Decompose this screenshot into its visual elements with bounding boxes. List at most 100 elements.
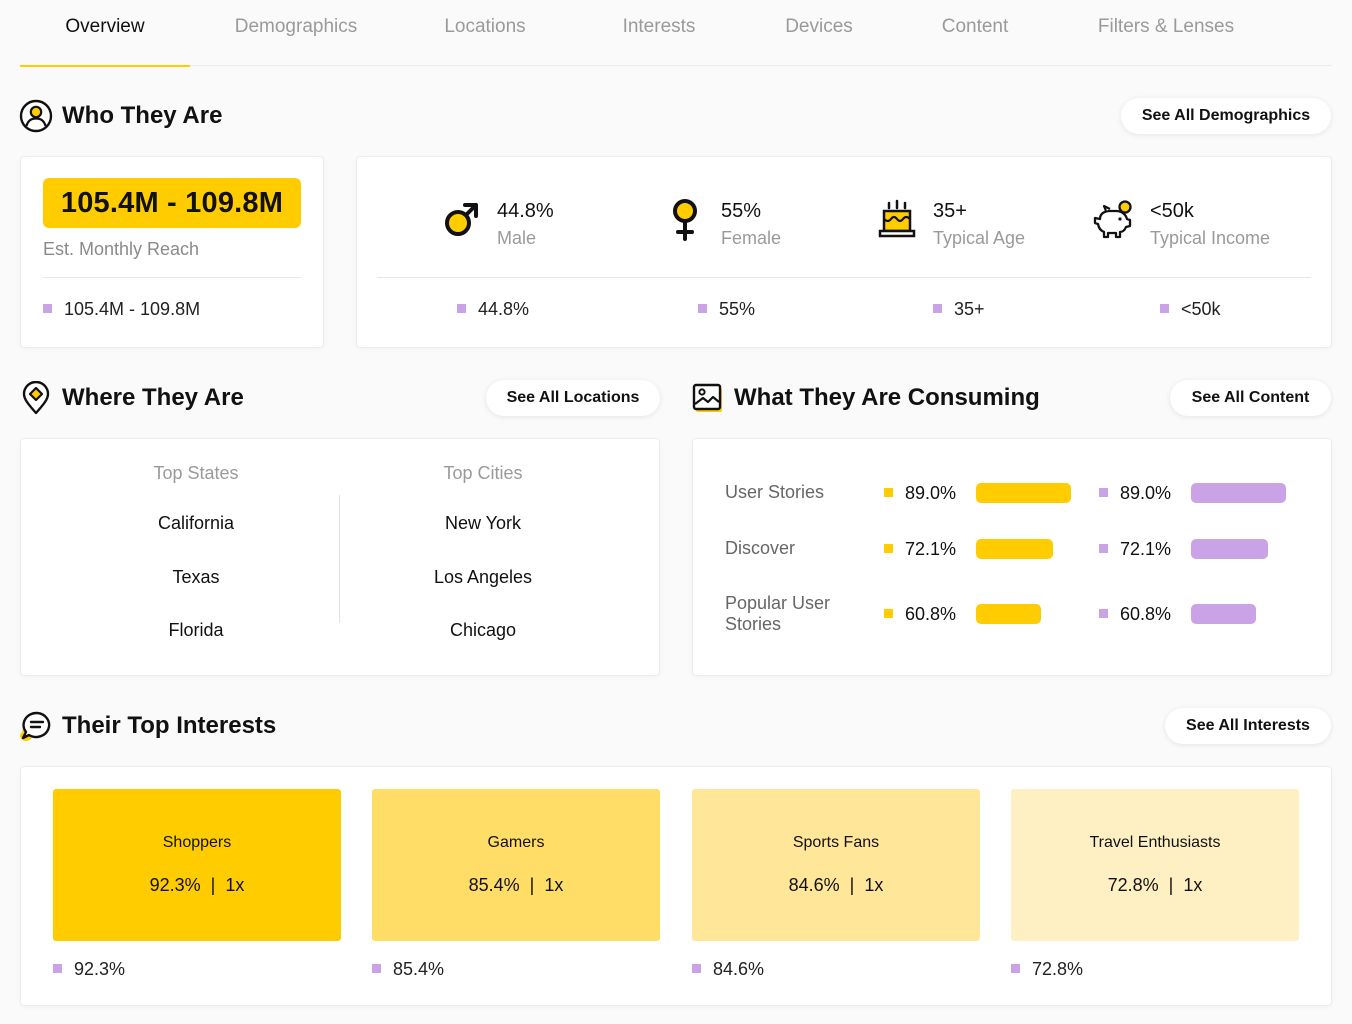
- content-value-b-text: 72.1%: [1120, 539, 1172, 559]
- interest-legend-value: 84.6%: [713, 959, 765, 979]
- age-label: Typical Age: [933, 228, 1026, 248]
- where-section-title: Where They Are: [19, 381, 244, 415]
- female-value: 55%: [721, 200, 762, 222]
- tab-overview[interactable]: Overview: [20, 16, 190, 67]
- interest-stats: 85.4% | 1x: [468, 875, 564, 895]
- where-title-text: Where They Are: [62, 384, 244, 411]
- content-bar-a: [976, 483, 1071, 503]
- legend-swatch: [457, 303, 466, 313]
- interest-stats: 84.6% | 1x: [788, 875, 884, 895]
- stat-typical-age: 35+ Typical Age: [875, 197, 1025, 251]
- male-legend: 44.8%: [457, 299, 529, 320]
- image-icon: [691, 381, 725, 415]
- interest-pct: 92.3%: [149, 875, 201, 895]
- see-all-demographics-button[interactable]: See All Demographics: [1121, 98, 1331, 134]
- legend-swatch: [1099, 543, 1108, 553]
- interest-legend-value: 85.4%: [393, 959, 445, 979]
- tab-devices[interactable]: Devices: [785, 16, 853, 37]
- content-value-b: 60.8%: [1099, 604, 1171, 625]
- interest-tile[interactable]: Shoppers 92.3% | 1x: [53, 789, 341, 941]
- legend-swatch: [1011, 963, 1020, 973]
- top-cities-header: Top Cities: [443, 463, 523, 483]
- reach-legend: 105.4M - 109.8M: [43, 299, 200, 320]
- interest-legend: 92.3%: [53, 959, 125, 980]
- tab-locations[interactable]: Locations: [444, 16, 526, 37]
- content-bar-b: [1191, 539, 1268, 559]
- monthly-reach-label: Est. Monthly Reach: [43, 239, 200, 259]
- content-label: Discover: [725, 538, 796, 558]
- legend-swatch: [372, 963, 381, 973]
- age-legend: 35+: [933, 299, 985, 320]
- interest-name: Travel Enthusiasts: [1089, 834, 1221, 851]
- interests-section-title: Their Top Interests: [19, 709, 276, 743]
- content-value-a-text: 72.1%: [905, 539, 957, 559]
- legend-swatch: [1099, 487, 1108, 497]
- interest-stats: 72.8% | 1x: [1107, 875, 1203, 895]
- content-value-a-text: 89.0%: [905, 483, 957, 503]
- content-value-a: 89.0%: [884, 483, 956, 504]
- see-all-locations-button[interactable]: See All Locations: [486, 380, 660, 416]
- interest-pct: 72.8%: [1107, 875, 1159, 895]
- consuming-section-title: What They Are Consuming: [691, 381, 1040, 415]
- demographics-card: 44.8% Male 55% Female 35+ Typical Age: [356, 156, 1332, 348]
- legend-swatch: [1160, 303, 1169, 313]
- interest-index: 1x: [864, 875, 884, 895]
- interest-legend: 72.8%: [1011, 959, 1083, 980]
- see-all-content-button[interactable]: See All Content: [1170, 380, 1331, 416]
- interest-name: Gamers: [487, 834, 545, 851]
- interests-title-text: Their Top Interests: [62, 712, 277, 739]
- interest-tile[interactable]: Gamers 85.4% | 1x: [372, 789, 660, 941]
- legend-swatch: [692, 963, 701, 973]
- divider: [43, 277, 301, 278]
- legend-swatch: [884, 608, 893, 618]
- tab-demographics[interactable]: Demographics: [234, 16, 358, 37]
- male-legend-value: 44.8%: [478, 299, 530, 319]
- legend-swatch: [884, 487, 893, 497]
- interest-legend-value: 92.3%: [74, 959, 126, 979]
- age-value: 35+: [933, 200, 967, 222]
- content-value-a-text: 60.8%: [905, 604, 957, 624]
- content-value-b-text: 89.0%: [1120, 483, 1172, 503]
- who-section-title: Who They Are: [19, 99, 222, 133]
- city-item: Chicago: [449, 620, 517, 640]
- female-label: Female: [721, 228, 782, 248]
- see-all-interests-button[interactable]: See All Interests: [1165, 708, 1331, 744]
- male-value: 44.8%: [497, 200, 554, 222]
- column-divider: [339, 495, 340, 623]
- content-value-b-text: 60.8%: [1120, 604, 1172, 624]
- interest-tile[interactable]: Sports Fans 84.6% | 1x: [692, 789, 980, 941]
- age-legend-value: 35+: [954, 299, 985, 319]
- monthly-reach-value: 105.4M - 109.8M: [43, 178, 301, 228]
- content-label: User Stories: [725, 482, 825, 502]
- legend-swatch: [1099, 608, 1108, 618]
- legend-swatch: [933, 303, 942, 313]
- interest-legend: 84.6%: [692, 959, 764, 980]
- interest-tile[interactable]: Travel Enthusiasts 72.8% | 1x: [1011, 789, 1299, 941]
- interest-legend-value: 72.8%: [1032, 959, 1084, 979]
- interest-stats: 92.3% | 1x: [149, 875, 245, 895]
- tab-filters-lenses[interactable]: Filters & Lenses: [1097, 16, 1235, 37]
- content-bar-a: [976, 539, 1053, 559]
- income-legend: <50k: [1160, 299, 1221, 320]
- top-states-header: Top States: [153, 463, 239, 483]
- birthday-cake-icon: [875, 197, 919, 243]
- content-value-b: 89.0%: [1099, 483, 1171, 504]
- content-label: Popular User Stories: [725, 593, 831, 634]
- stat-female: 55% Female: [663, 197, 781, 251]
- divider: [377, 277, 1311, 278]
- content-value-a: 60.8%: [884, 604, 956, 625]
- interest-legend: 85.4%: [372, 959, 444, 980]
- locations-card: Top States Top Cities California Texas F…: [20, 438, 660, 676]
- state-item: Florida: [168, 620, 224, 640]
- female-icon: [663, 197, 707, 243]
- user-circle-icon: [19, 99, 53, 133]
- content-value-b: 72.1%: [1099, 539, 1171, 560]
- location-pin-icon: [19, 381, 53, 415]
- content-bar-b: [1191, 604, 1256, 624]
- legend-swatch: [698, 303, 707, 313]
- tab-content[interactable]: Content: [941, 16, 1009, 37]
- legend-swatch: [53, 963, 62, 973]
- reach-card: 105.4M - 109.8M Est. Monthly Reach 105.4…: [20, 156, 324, 348]
- tab-interests[interactable]: Interests: [622, 16, 696, 37]
- who-title-text: Who They Are: [62, 102, 223, 129]
